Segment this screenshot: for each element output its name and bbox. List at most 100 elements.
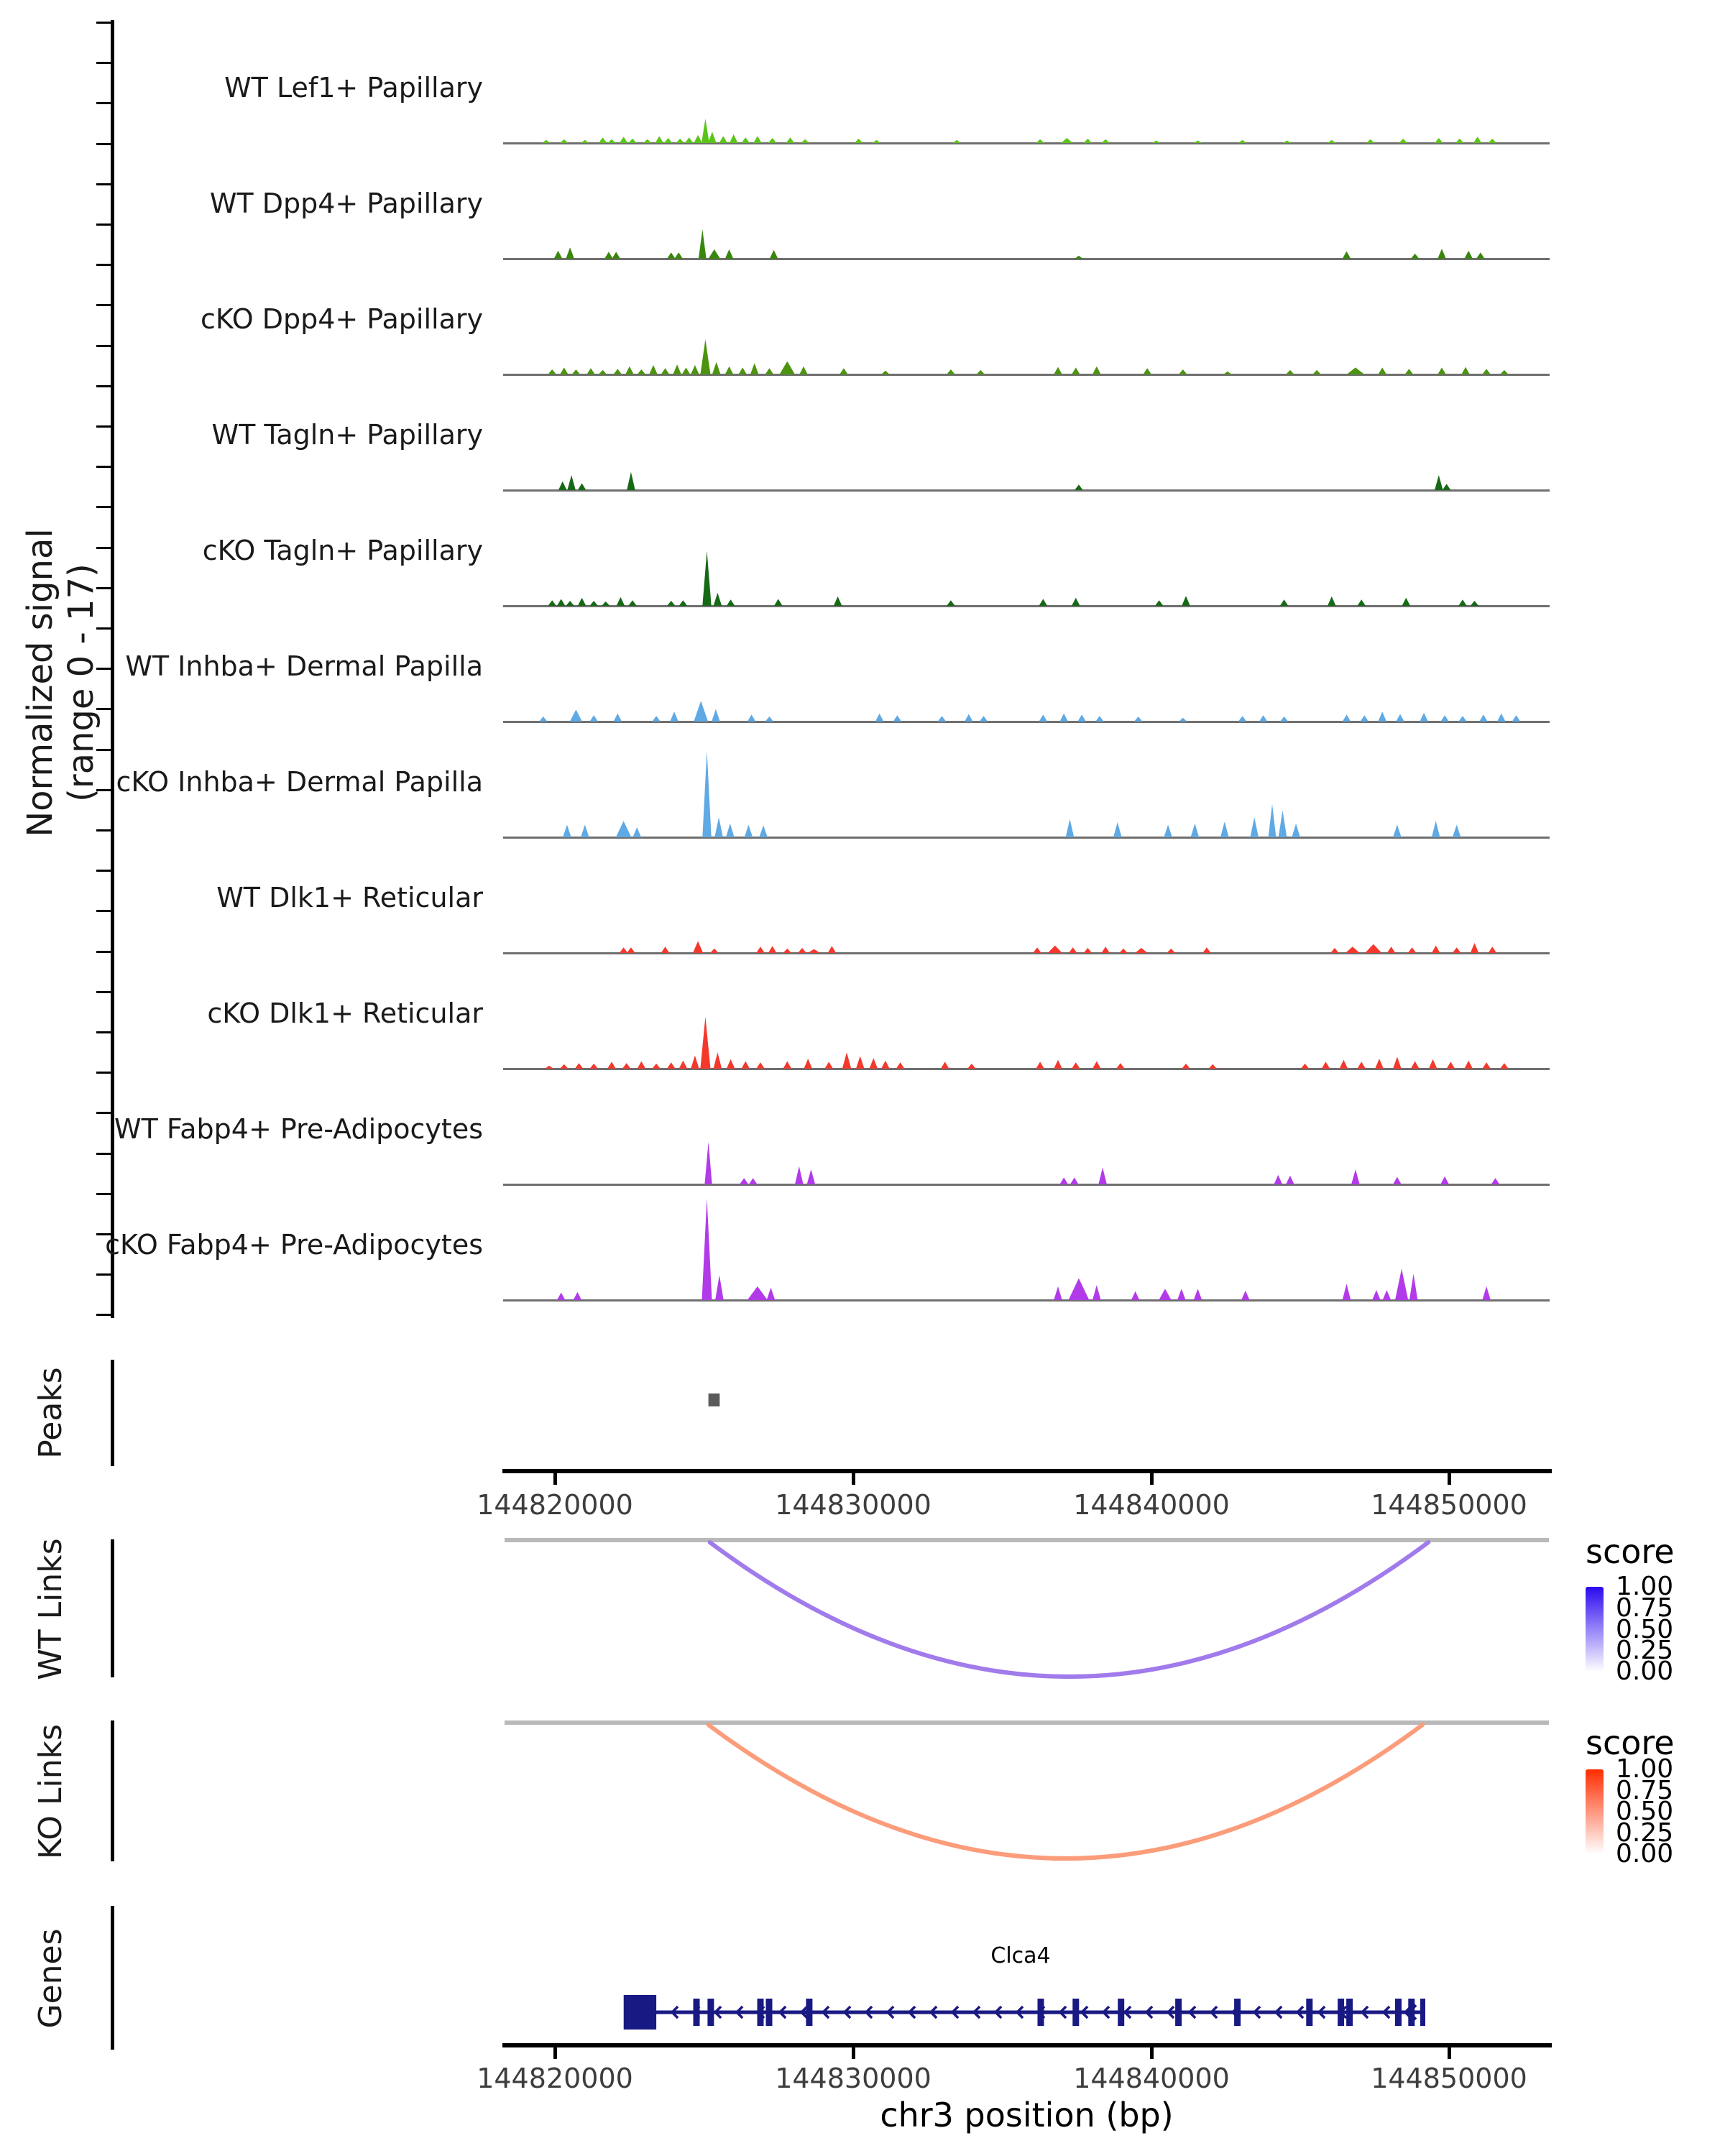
track-baseline — [503, 1184, 1550, 1186]
bracket-tick — [96, 708, 111, 710]
bracket-tick — [96, 22, 111, 24]
gene-strand-arrow — [1381, 2005, 1391, 2019]
gene-strand-arrow — [1101, 2005, 1110, 2019]
axis-tick-label: 144830000 — [775, 1489, 932, 1521]
gene-strand-arrow — [735, 2005, 744, 2019]
wt-links-axis-bracket — [111, 1539, 114, 1677]
signal-area — [619, 941, 1497, 953]
gene-exon — [1234, 1999, 1241, 2026]
axis-tick — [852, 1473, 855, 1485]
axis-tick — [1150, 1473, 1154, 1485]
ko-score-tick: 0.50 — [1616, 1797, 1674, 1826]
gene-exon — [1175, 1999, 1182, 2026]
gene-exon — [693, 1999, 700, 2026]
gene-strand-arrow — [1058, 2005, 1067, 2019]
track-baseline — [503, 837, 1550, 839]
wt-score-tick: 1.00 — [1616, 1572, 1674, 1601]
axis-tick — [553, 1473, 557, 1485]
peaks-axis-bracket — [111, 1360, 114, 1466]
gene-strand-arrow — [886, 2005, 895, 2019]
gene-strand-arrow — [993, 2005, 1003, 2019]
peaks-region — [708, 1393, 720, 1406]
bracket-tick — [96, 1193, 111, 1195]
bracket-tick — [96, 304, 111, 306]
gene-exon — [1346, 1999, 1353, 2026]
gene-strand-arrow — [1015, 2005, 1024, 2019]
bracket-tick — [96, 102, 111, 104]
signal-area — [704, 1141, 1500, 1184]
gene-exon — [1420, 1999, 1425, 2026]
gene-strand-arrow — [950, 2005, 960, 2019]
axis-tick — [852, 2047, 855, 2059]
track-baseline — [503, 1299, 1550, 1302]
track-label: cKO Tagln+ Papillary — [202, 535, 483, 566]
bracket-tick — [96, 425, 111, 428]
ko-score-legend-title: score — [1586, 1723, 1675, 1762]
ko-link-arc — [706, 1723, 1425, 1861]
track-signal — [704, 1141, 1500, 1184]
bracket-tick — [96, 1031, 111, 1033]
wt-score-tick: 0.25 — [1616, 1636, 1674, 1665]
track-label: cKO Fabp4+ Pre-Adipocytes — [105, 1229, 483, 1261]
bracket-tick — [96, 1072, 111, 1074]
gene-strand-arrow — [1274, 2005, 1283, 2019]
bracket-tick — [96, 506, 111, 508]
gene-strand-arrow — [799, 2005, 809, 2019]
track-baseline — [503, 605, 1550, 607]
gene-exon — [1306, 1999, 1313, 2026]
bracket-tick — [96, 1112, 111, 1114]
wt-score-tick: 0.00 — [1616, 1657, 1674, 1686]
gene-exon — [707, 1999, 714, 2026]
ko-score-tick: 1.00 — [1616, 1754, 1674, 1784]
track-label: WT Fabp4+ Pre-Adipocytes — [114, 1113, 483, 1145]
bracket-tick — [96, 829, 111, 831]
track-signal — [548, 550, 1479, 606]
wt-score-legend-title: score — [1586, 1532, 1675, 1571]
gene-utr-box — [623, 1995, 657, 2030]
gene-strand-arrow — [1123, 2005, 1132, 2019]
bracket-tick — [96, 627, 111, 630]
track-signal — [619, 941, 1497, 953]
track-baseline — [503, 721, 1550, 723]
axis-tick-label: 144850000 — [1371, 2063, 1527, 2094]
gene-strand-arrow — [1317, 2005, 1326, 2019]
gene-exon — [1338, 1999, 1345, 2026]
track-baseline — [503, 142, 1550, 144]
signal-area — [545, 1016, 1509, 1069]
track-signal — [542, 119, 1497, 143]
gene-strand-arrow — [821, 2005, 830, 2019]
bracket-tick — [96, 991, 111, 993]
wt-score-tick: 0.50 — [1616, 1615, 1674, 1644]
signal-area — [563, 750, 1461, 837]
track-baseline — [503, 952, 1550, 954]
gene-strand-arrow — [713, 2005, 722, 2019]
bracket-tick — [96, 143, 111, 145]
track-signal — [556, 1198, 1491, 1300]
signal-area — [548, 339, 1509, 374]
gene-exon — [757, 1999, 764, 2026]
track-label: cKO Dpp4+ Papillary — [200, 303, 483, 335]
genes-genomic-axis — [502, 2043, 1552, 2047]
gene-strand-arrow — [1209, 2005, 1218, 2019]
track-signal — [548, 339, 1509, 374]
gene-strand-arrow — [864, 2005, 873, 2019]
track-label: WT Lef1+ Papillary — [224, 72, 483, 103]
track-baseline — [503, 1068, 1550, 1070]
bracket-tick — [96, 1233, 111, 1235]
bracket-tick — [96, 1153, 111, 1155]
track-signal — [553, 229, 1485, 259]
bracket-tick — [96, 62, 111, 64]
gene-exon — [1408, 1999, 1415, 2026]
peaks-genomic-axis — [502, 1469, 1552, 1473]
gene-strand-arrow — [1166, 2005, 1175, 2019]
bracket-tick — [96, 951, 111, 953]
wt-score-tick: 0.75 — [1616, 1593, 1674, 1623]
gene-exon — [1118, 1999, 1125, 2026]
gene-strand-arrow — [1252, 2005, 1261, 2019]
gene-strand-arrow — [1295, 2005, 1305, 2019]
gene-strand-arrow — [670, 2005, 679, 2019]
track-label: WT Dpp4+ Papillary — [209, 188, 483, 219]
ko-score-tick: 0.25 — [1616, 1818, 1674, 1848]
bracket-tick — [96, 1273, 111, 1276]
track-signal — [545, 1016, 1509, 1069]
